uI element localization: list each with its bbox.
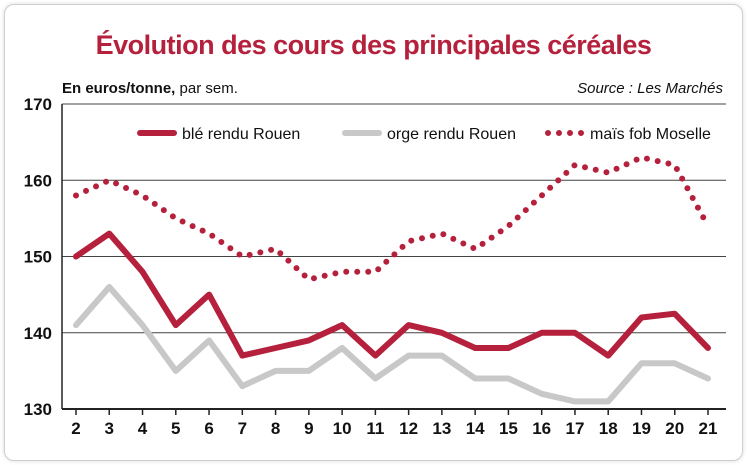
unit-label-rest: par sem.: [175, 80, 238, 97]
x-tick-label: 4: [138, 419, 148, 438]
x-tick-label: 2: [71, 419, 80, 438]
y-axis-ticks: 130 140 150 160 170: [24, 95, 52, 419]
x-tick-label: 21: [699, 419, 718, 438]
series-lines: [73, 154, 711, 405]
series-line-1: [73, 284, 711, 405]
x-tick-label: 12: [399, 419, 418, 438]
x-tick-label: 9: [304, 419, 313, 438]
x-tick-label: 20: [665, 419, 684, 438]
y-tick-label: 160: [24, 171, 52, 190]
y-tick-label: 170: [24, 95, 52, 114]
x-tick-label: 10: [333, 419, 352, 438]
x-tick-label: 11: [366, 419, 384, 438]
source-label: Source : Les Marchés: [577, 80, 723, 97]
x-tick-label: 18: [599, 419, 618, 438]
legend-label-1: orge rendu Rouen: [387, 126, 516, 143]
legend-label-2: maïs fob Moselle: [590, 126, 711, 143]
x-tick-label: 7: [238, 419, 247, 438]
chart-title: Évolution des cours des principales céré…: [95, 30, 652, 60]
unit-label: En euros/tonne, par sem.: [62, 80, 238, 97]
x-tick-label: 3: [105, 419, 114, 438]
x-axis-ticks: 2 3 4 5 6 7 8 9 10 11 12 13 14 15 16 17 18 19 20 21: [71, 409, 717, 438]
series-line-0: [73, 230, 711, 359]
x-tick-label: 5: [171, 419, 180, 438]
x-tick-label: 14: [466, 419, 485, 438]
x-tick-label: 15: [499, 419, 518, 438]
y-tick-label: 130: [24, 400, 52, 419]
x-tick-label: 16: [532, 419, 551, 438]
x-tick-label: 6: [204, 419, 213, 438]
x-tick-label: 17: [565, 419, 584, 438]
y-tick-label: 150: [24, 248, 52, 267]
x-tick-label: 8: [271, 419, 280, 438]
series-line-2: [73, 154, 711, 283]
legend-label-0: blé rendu Rouen: [182, 126, 300, 143]
unit-label-bold: En euros/tonne,: [62, 80, 176, 97]
y-tick-label: 140: [24, 324, 52, 343]
legend: blé rendu Rouen orge rendu Rouen maïs fob …: [137, 126, 711, 143]
x-tick-label: 13: [432, 419, 451, 438]
x-tick-label: 19: [632, 419, 651, 438]
